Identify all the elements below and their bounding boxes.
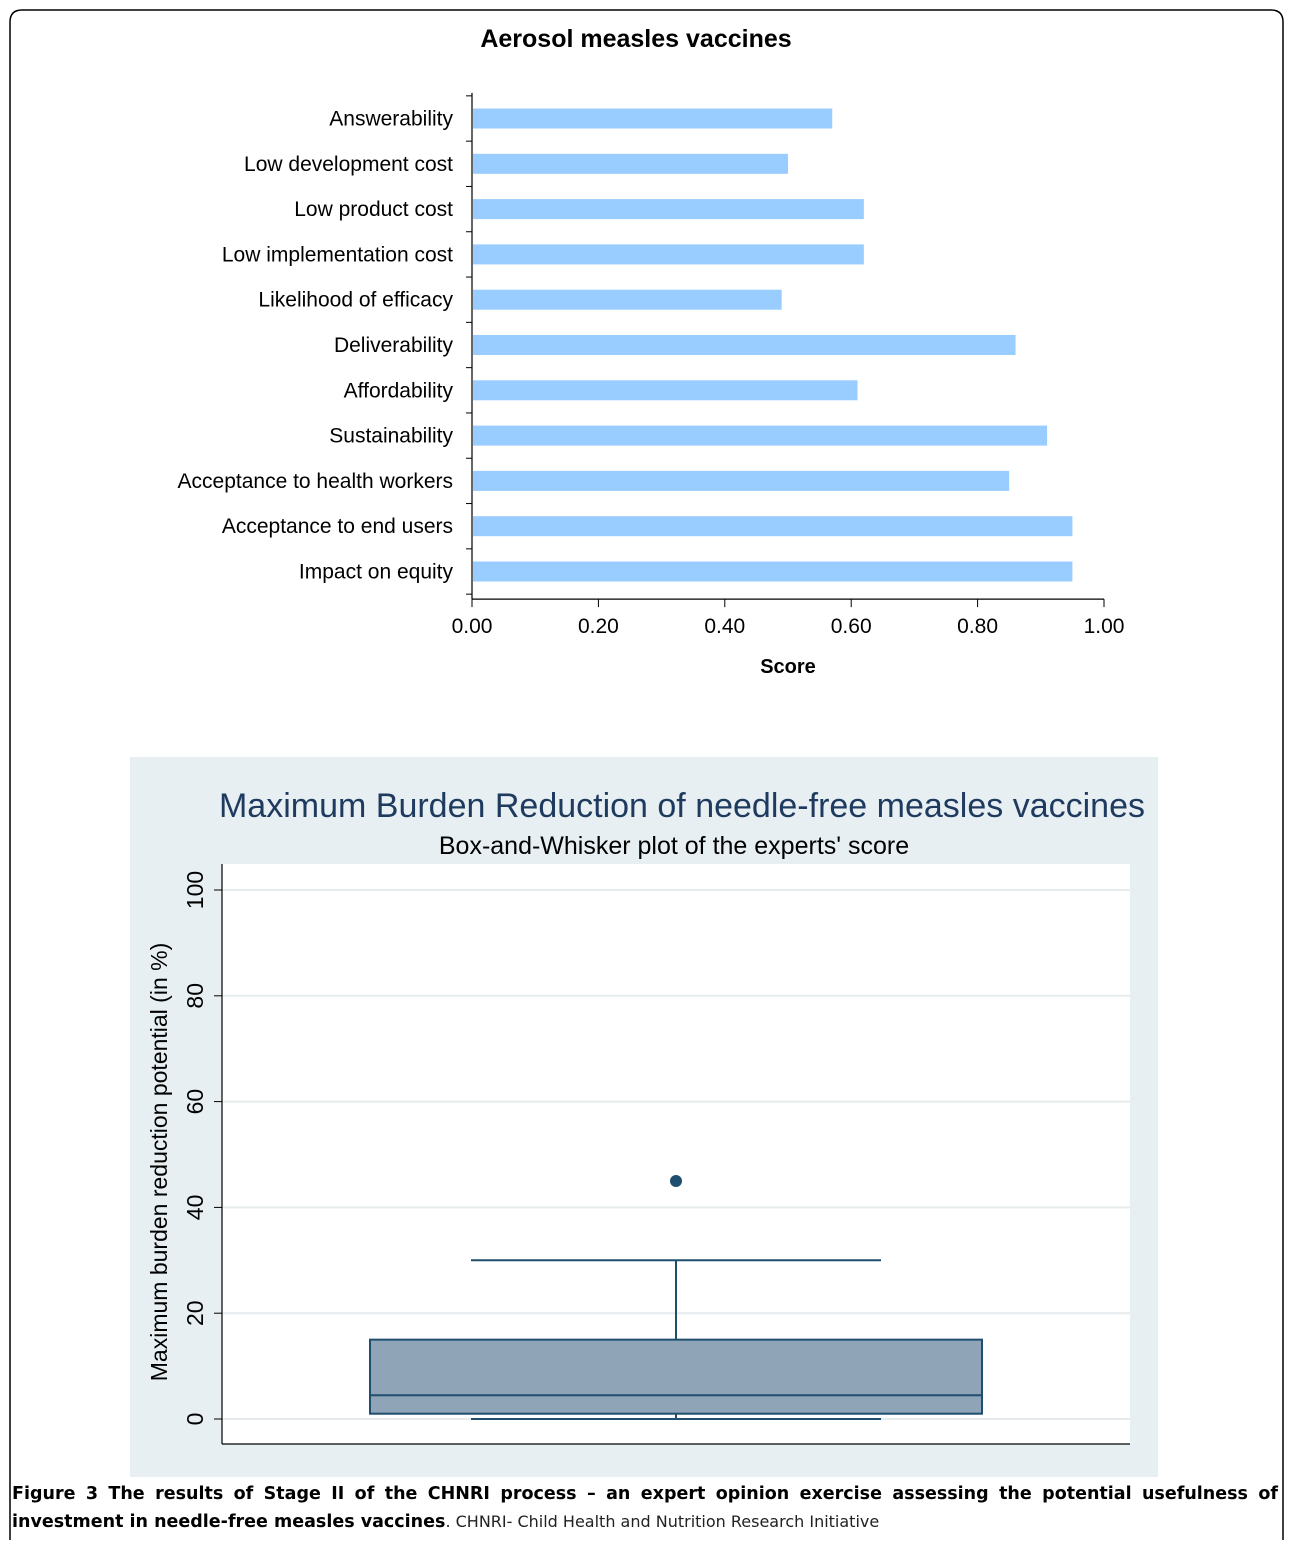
y-tick-label: 0 [182, 1413, 208, 1426]
category-label: Low development cost [244, 153, 453, 176]
bar [473, 153, 788, 174]
y-tick-label: 100 [182, 871, 208, 909]
bar [473, 108, 833, 129]
category-label: Low implementation cost [222, 243, 453, 266]
category-label: Likelihood of efficacy [258, 289, 453, 312]
bar [473, 199, 864, 220]
bar [473, 335, 1016, 355]
box-plot-panel: Maximum Burden Reduction of needle-free … [130, 757, 1158, 1477]
bar-x-tick-labels: 0.00 0.20 0.40 0.60 0.80 1.00 [452, 615, 1125, 638]
bar [473, 289, 782, 310]
figure-caption: Figure 3 The results of Stage II of the … [12, 1481, 1278, 1536]
category-label: Acceptance to end users [222, 515, 453, 538]
bar [473, 516, 1073, 537]
x-tick-label: 0.80 [957, 615, 998, 638]
category-label: Answerability [329, 108, 453, 131]
x-tick-label: 0.60 [831, 615, 872, 638]
box-axes [214, 864, 1130, 1445]
x-tick-label: 1.00 [1084, 615, 1125, 638]
category-label: Affordability [344, 379, 454, 402]
y-tick-label: 40 [182, 1195, 208, 1221]
box-marks [369, 1174, 983, 1420]
y-tick-label: 20 [182, 1300, 208, 1326]
bar-axes [466, 92, 1105, 608]
x-tick-label: 0.00 [452, 615, 493, 638]
y-tick-label: 60 [182, 1089, 208, 1115]
bar-chart-title: Aerosol measles vaccines [480, 25, 791, 53]
bar [473, 470, 1010, 491]
bar [473, 561, 1073, 582]
category-label: Acceptance to health workers [178, 470, 453, 493]
bar [473, 380, 858, 401]
category-label: Low product cost [294, 198, 453, 221]
box-plot-title: Maximum Burden Reduction of needle-free … [219, 787, 1145, 825]
x-tick-label: 0.20 [578, 615, 619, 638]
y-tick-label: 80 [182, 983, 208, 1009]
category-label: Sustainability [329, 425, 453, 448]
bar-chart: Aerosol measles vaccines Answerability Lo… [178, 25, 1125, 678]
box-y-axis-label: Maximum burden reduction potential (in %… [146, 943, 172, 1381]
bar [473, 244, 864, 265]
box-plot: Maximum Burden Reduction of needle-free … [146, 787, 1145, 1445]
outlier-point [670, 1174, 682, 1187]
x-tick-label: 0.40 [704, 615, 745, 638]
caption-note: . CHNRI- Child Health and Nutrition Rese… [445, 1512, 880, 1531]
box-y-tick-labels: 0 20 40 60 80 100 [182, 871, 208, 1426]
bar-category-labels: Answerability Low development cost Low pro… [178, 108, 454, 584]
caption-title: Figure 3 The results of Stage II of the … [12, 1484, 1278, 1532]
bar-x-axis-label: Score [760, 656, 816, 678]
box-plot-subtitle: Box-and-Whisker plot of the experts' sco… [439, 832, 909, 860]
bar [473, 425, 1048, 446]
box [369, 1338, 983, 1415]
category-label: Deliverability [334, 334, 454, 357]
bar-marks [473, 108, 1073, 582]
category-label: Impact on equity [299, 561, 454, 584]
